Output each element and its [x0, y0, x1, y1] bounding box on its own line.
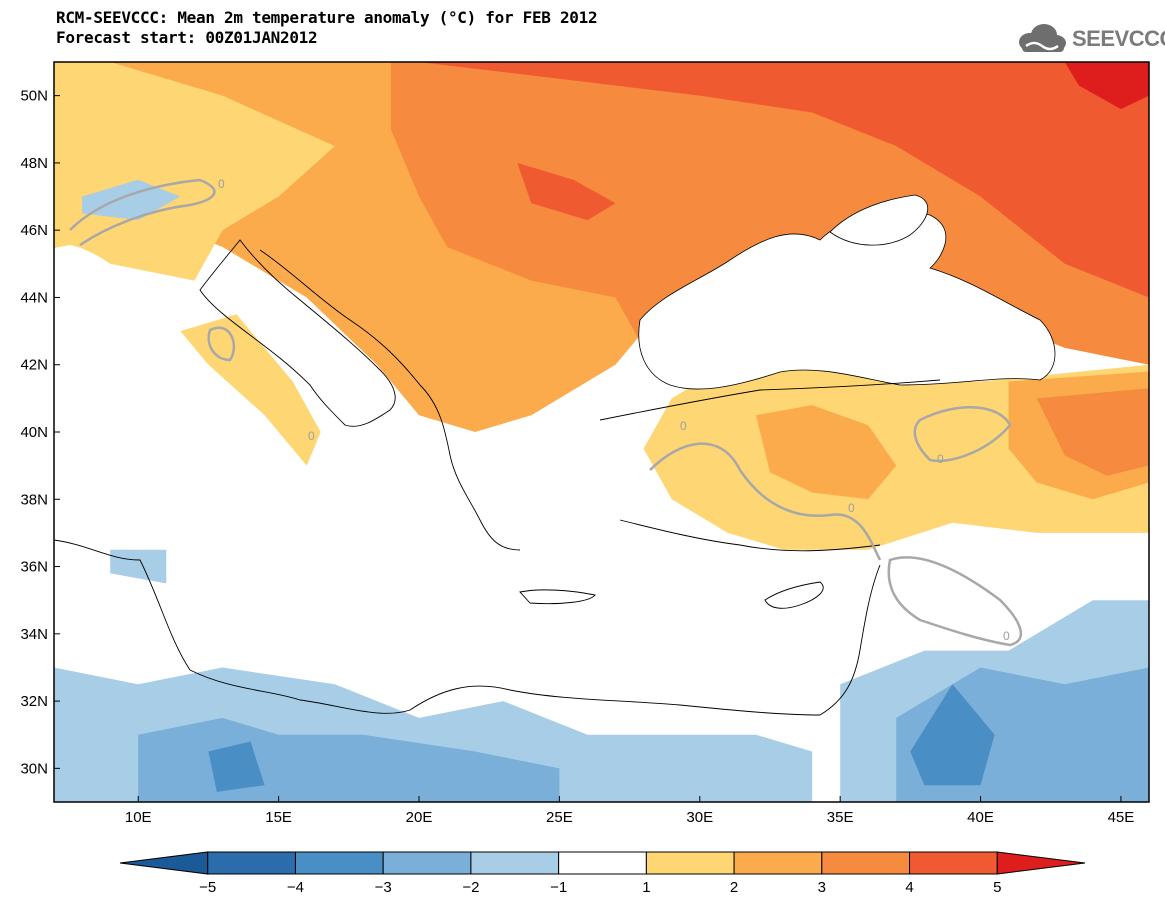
colorbar-label: 5 [993, 879, 1001, 896]
lat-tick-label: 36N [20, 559, 48, 576]
lat-tick-label: 48N [20, 155, 48, 172]
crete-coast [520, 590, 595, 604]
lat-tick-label: 46N [20, 222, 48, 239]
lon-tick-label: 35E [827, 809, 854, 826]
colorbar-label: 1 [642, 879, 650, 896]
colorbar-segment [734, 852, 822, 874]
colorbar-segment [910, 852, 998, 874]
colorbar: −5 −4 −3 −2 −1 1 2 3 4 5 [120, 852, 1085, 896]
contour-label: 0 [680, 419, 687, 433]
temperature-anomaly-map: 0 0 0 0 0 0 10E 15E 20E 25E 30E 35E 40E 45E 30N 32N 34N… [0, 0, 1165, 907]
colorbar-segment [559, 852, 647, 874]
colorbar-label: −3 [375, 879, 392, 896]
lon-tick-label: 15E [265, 809, 292, 826]
contour-label: 0 [848, 501, 855, 515]
colorbar-label: 2 [730, 879, 738, 896]
lat-tick-label: 42N [20, 357, 48, 374]
lat-tick-label: 34N [20, 626, 48, 643]
contour-label: 0 [218, 177, 225, 191]
colorbar-segment [208, 852, 296, 874]
colorbar-label: 3 [818, 879, 826, 896]
colorbar-label: −5 [199, 879, 216, 896]
colorbar-segment [471, 852, 559, 874]
contour-label: 0 [937, 452, 944, 466]
anomaly-region-17 [110, 550, 166, 584]
lon-tick-label: 40E [967, 809, 994, 826]
lat-tick-label: 30N [20, 760, 48, 777]
lon-tick-label: 30E [686, 809, 713, 826]
colorbar-label: −4 [287, 879, 304, 896]
lon-tick-label: 45E [1108, 809, 1135, 826]
colorbar-segment [997, 852, 1085, 874]
colorbar-segment [120, 852, 208, 874]
lat-tick-label: 44N [20, 289, 48, 306]
lon-tick-label: 20E [406, 809, 433, 826]
colorbar-segment [295, 852, 383, 874]
lat-tick-label: 40N [20, 424, 48, 441]
mediterranean-sea [54, 245, 255, 545]
lat-tick-label: 50N [20, 88, 48, 105]
lon-tick-label: 10E [125, 809, 152, 826]
lat-tick-label: 32N [20, 693, 48, 710]
cyprus-coast [765, 582, 823, 608]
lon-tick-label: 25E [546, 809, 573, 826]
lat-tick-label: 38N [20, 491, 48, 508]
colorbar-label: 4 [905, 879, 913, 896]
colorbar-segment [822, 852, 910, 874]
contour-label: 0 [308, 429, 315, 443]
colorbar-label: −1 [550, 879, 567, 896]
colorbar-label: −2 [462, 879, 479, 896]
zero-contour-levant [889, 557, 1021, 645]
colorbar-segment [383, 852, 471, 874]
colorbar-segment [646, 852, 734, 874]
contour-label: 0 [1003, 629, 1010, 643]
